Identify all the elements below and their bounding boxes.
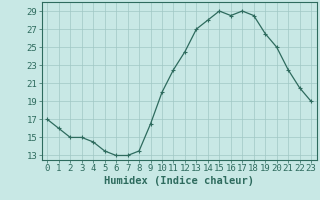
X-axis label: Humidex (Indice chaleur): Humidex (Indice chaleur) [104,176,254,186]
